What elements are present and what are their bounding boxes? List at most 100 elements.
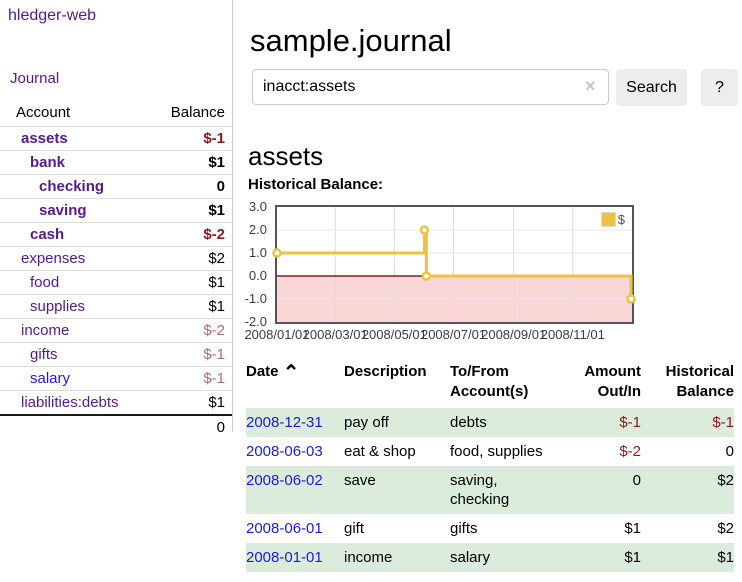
account-row: assets $-1 [0,126,232,151]
register-header-row: Date ⌃ Description To/From Account(s) Am… [246,360,734,408]
transaction-accounts: food, supplies [450,443,543,460]
y-tick-label: -1.0 [244,291,267,306]
transaction-balance: $-1 [641,408,734,437]
register-row: 2008-06-02 save saving, checking 0 $2 [246,466,734,514]
account-balance: $-1 [152,366,232,391]
balance-chart: $ [272,205,636,324]
account-title: assets [248,140,324,171]
register-row: 2008-01-01 income salary $1 $1 [246,543,734,572]
account-link-saving[interactable]: saving [39,202,87,219]
register-row: 2008-06-01 gift gifts $1 $2 [246,514,734,543]
account-link-supplies[interactable]: supplies [30,298,86,315]
data-point-marker [419,225,430,235]
account-row: cash $-2 [0,222,232,247]
account-balance: $1 [152,270,232,295]
clear-search-icon[interactable]: × [585,76,596,96]
sidebar-divider [232,0,233,432]
chart-plot-area [272,207,636,322]
transaction-amount: $1 [624,520,641,537]
accounts-total-value: 0 [152,414,232,439]
transaction-date-link[interactable]: 2008-01-01 [246,549,323,566]
register-header-accounts: To/From Account(s) [450,363,529,400]
x-tick-label: 2008/03/01 [302,327,368,342]
account-balance: $-2 [152,222,232,247]
transaction-balance: 0 [725,443,734,460]
transaction-accounts: gifts [450,520,478,537]
transaction-balance: $1 [641,543,734,572]
help-button[interactable]: ? [701,69,738,106]
account-row: food $1 [0,270,232,295]
x-tick-label: 2008/11/01 [540,327,605,342]
account-balance: $1 [152,198,232,223]
app-brand-link[interactable]: hledger-web [8,7,97,24]
account-balance: $1 [152,150,232,175]
x-tick-label: 2008/07/01 [420,327,487,342]
account-balance: $1 [152,390,232,415]
account-row: checking 0 [0,174,232,199]
transaction-description: eat & shop [344,443,416,460]
register-header-date: Date ⌃ [246,362,300,384]
transaction-date-link[interactable]: 2008-06-03 [246,443,323,460]
account-row: liabilities:debts $1 [0,390,232,415]
account-link-checking[interactable]: checking [39,178,105,195]
account-link-food[interactable]: food [30,274,60,291]
transaction-balance: $2 [641,466,734,514]
account-row: gifts $-1 [0,342,232,367]
x-tick-label: 2008/09/01 [481,327,547,342]
search-input[interactable] [252,69,609,105]
account-row: income $-2 [0,318,232,343]
transaction-amount: 0 [568,466,641,514]
transaction-amount: $-1 [568,408,641,437]
transaction-description: gift [344,520,365,537]
chart-label: Historical Balance: [248,176,384,193]
x-tick-label: 2008/05/01 [361,327,427,342]
search-button[interactable]: Search [616,69,687,106]
transaction-date-link[interactable]: 2008-12-31 [246,414,323,431]
account-link-cash[interactable]: cash [30,226,65,243]
sidebar-item-journal[interactable]: Journal [10,70,60,87]
account-row: expenses $2 [0,246,232,271]
page-title: sample.journal [250,22,452,58]
y-tick-label: -2.0 [244,314,267,329]
chart-y-axis-labels: 3.0 2.0 1.0 0.0 -1.0 -2.0 [230,199,272,329]
account-link-assets[interactable]: assets [21,130,68,147]
account-link-bank[interactable]: bank [30,154,66,171]
transaction-accounts: debts [450,408,568,437]
sort-asc-icon: ⌃ [282,362,300,384]
y-tick-label: 0.0 [248,268,267,283]
accounts-total-row: 0 [0,414,232,439]
transaction-date-link[interactable]: 2008-06-01 [246,520,323,537]
account-row: supplies $1 [0,294,232,319]
data-point-marker [626,294,636,304]
x-tick-label: 2008/01/01 [244,327,310,342]
account-link-expenses[interactable]: expenses [21,250,86,267]
chart-legend: $ [600,212,625,227]
legend-label: $ [617,212,625,227]
accounts-header-row: Account Balance [0,100,232,127]
y-tick-label: 2.0 [248,222,267,237]
register-table: Date ⌃ Description To/From Account(s) Am… [246,360,734,572]
register-header-amount: Amount Out/In [584,363,641,400]
account-balance: $1 [152,294,232,319]
register-row: 2008-06-03 eat & shop food, supplies $-2… [246,437,734,466]
account-link-gifts[interactable]: gifts [30,346,58,363]
legend-swatch-icon [600,212,616,227]
transaction-accounts: saving, checking [450,466,568,514]
accounts-header-account: Account [16,104,71,121]
transaction-amount: $1 [568,543,641,572]
transaction-balance: $2 [717,520,734,537]
register-header-description: Description [344,363,427,380]
transaction-amount: $-2 [619,443,641,460]
account-row: saving $1 [0,198,232,223]
accounts-header-balance: Balance [170,104,225,121]
register-header-balance: Historical Balance [665,363,734,400]
account-balance: $-1 [152,342,232,367]
account-link-liabilities-debts[interactable]: liabilities:debts [21,394,119,411]
account-link-income[interactable]: income [21,322,70,339]
accounts-table: Account Balance assets $-1 bank $1 check… [0,100,232,439]
account-link-salary[interactable]: salary [30,370,71,387]
transaction-accounts: salary [450,543,568,572]
account-balance: 0 [152,174,232,199]
account-balance: $-2 [152,318,232,343]
transaction-date-link[interactable]: 2008-06-02 [246,472,323,489]
